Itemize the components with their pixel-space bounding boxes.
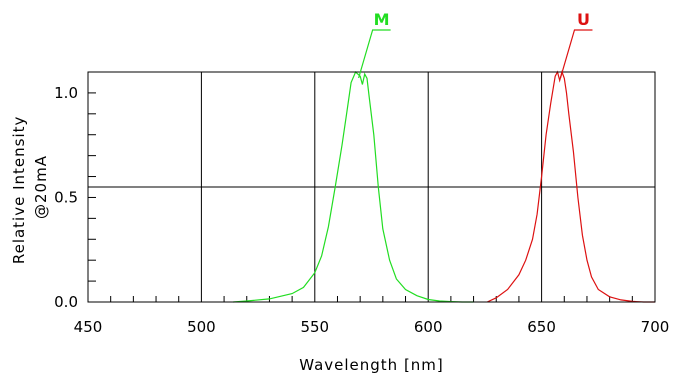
y-axis-label: Relative Intensity @20mA bbox=[10, 110, 50, 264]
x-tick-label: 450 bbox=[74, 318, 103, 336]
plot-frame bbox=[87, 71, 656, 303]
y-tick-label: 1.0 bbox=[54, 84, 78, 102]
series-line-M bbox=[233, 70, 474, 303]
minor-ticks bbox=[88, 92, 633, 302]
x-tick-labels: 450 500 550 600 650 700 bbox=[74, 318, 670, 336]
grid-lines bbox=[88, 72, 655, 302]
series-leader-M bbox=[358, 29, 391, 79]
y-axis-label-line-2: @20mA bbox=[32, 155, 50, 219]
x-tick-label: 700 bbox=[641, 318, 670, 336]
x-tick-label: 500 bbox=[187, 318, 216, 336]
x-tick-label: 650 bbox=[527, 318, 556, 336]
y-tick-label: 0.5 bbox=[54, 188, 78, 206]
series-line-U bbox=[486, 70, 655, 303]
y-tick-labels: 0.0 0.5 1.0 bbox=[54, 84, 78, 311]
series-leader-U bbox=[559, 29, 593, 79]
x-axis-label: Wavelength [nm] bbox=[299, 356, 444, 374]
series-label-U: U bbox=[577, 10, 590, 29]
series-curves bbox=[233, 70, 655, 303]
series-label-M: M bbox=[374, 10, 390, 29]
x-tick-label: 550 bbox=[300, 318, 329, 336]
y-tick-label: 0.0 bbox=[54, 293, 78, 311]
y-axis-label-line-1: Relative Intensity bbox=[10, 116, 28, 265]
x-tick-label: 600 bbox=[414, 318, 443, 336]
